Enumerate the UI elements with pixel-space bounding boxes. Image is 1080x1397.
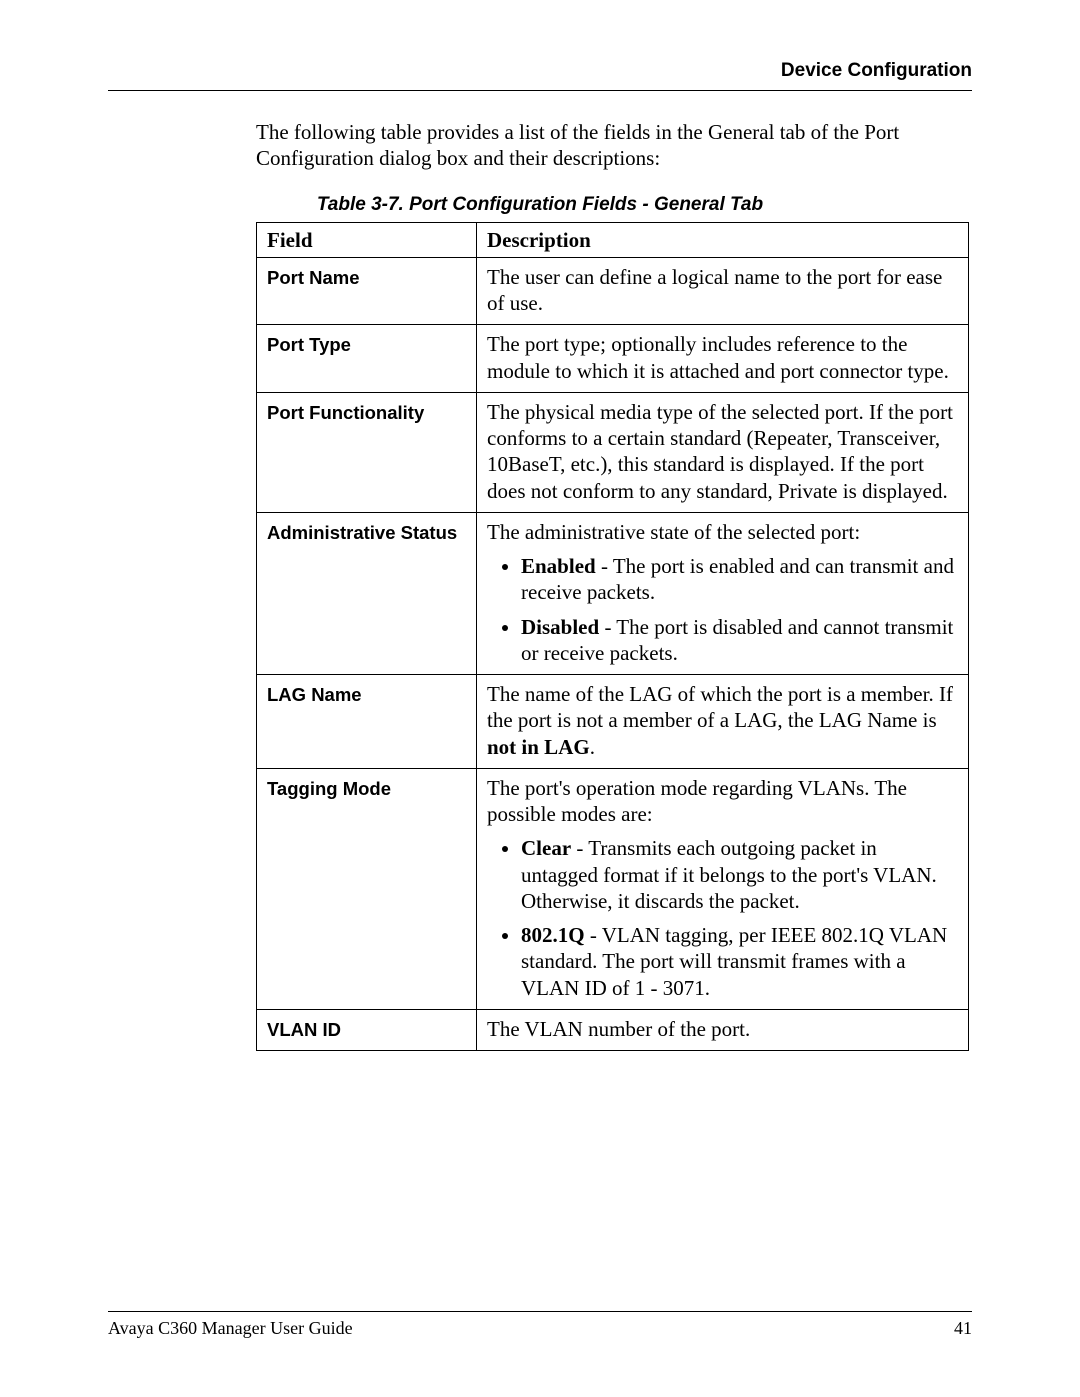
desc-cell: The administrative state of the selected… <box>477 512 969 674</box>
footer: Avaya C360 Manager User Guide 41 <box>108 1311 972 1339</box>
table-row: Port Type The port type; optionally incl… <box>257 325 969 393</box>
list-item: Enabled - The port is enabled and can tr… <box>521 553 958 606</box>
table-row: VLAN ID The VLAN number of the port. <box>257 1009 969 1050</box>
bullet-text: - VLAN tagging, per IEEE 802.1Q VLAN sta… <box>521 923 947 1000</box>
desc-cell: The name of the LAG of which the port is… <box>477 675 969 769</box>
desc-cell: The VLAN number of the port. <box>477 1009 969 1050</box>
field-cell: VLAN ID <box>257 1009 477 1050</box>
desc-pre: The name of the LAG of which the port is… <box>487 682 953 732</box>
list-item: Clear - Transmits each outgoing packet i… <box>521 835 958 914</box>
field-label: Administrative Status <box>267 522 457 543</box>
field-label: VLAN ID <box>267 1019 341 1040</box>
header-section: Device Configuration <box>108 60 972 90</box>
desc-intro: The administrative state of the selected… <box>487 520 860 544</box>
desc-cell: The port's operation mode regarding VLAN… <box>477 768 969 1009</box>
footer-rule <box>108 1311 972 1312</box>
bullet-label: 802.1Q <box>521 923 585 947</box>
field-cell: Port Functionality <box>257 392 477 512</box>
table-caption: Table 3-7. Port Configuration Fields - G… <box>108 194 972 216</box>
field-cell: Administrative Status <box>257 512 477 674</box>
bullet-label: Disabled <box>521 615 599 639</box>
table-row: Port Name The user can define a logical … <box>257 257 969 325</box>
desc-cell: The physical media type of the selected … <box>477 392 969 512</box>
desc-post: . <box>590 735 595 759</box>
desc-bold: not in LAG <box>487 735 590 759</box>
port-config-table: Field Description Port Name The user can… <box>256 222 969 1052</box>
field-label: Port Functionality <box>267 402 424 423</box>
field-label: LAG Name <box>267 684 362 705</box>
bullet-label: Clear <box>521 836 571 860</box>
table-row: LAG Name The name of the LAG of which th… <box>257 675 969 769</box>
col-field-header: Field <box>257 222 477 257</box>
page: Device Configuration The following table… <box>0 0 1080 1397</box>
field-cell: LAG Name <box>257 675 477 769</box>
field-label: Port Type <box>267 334 351 355</box>
col-desc-header: Description <box>477 222 969 257</box>
field-label: Tagging Mode <box>267 778 391 799</box>
footer-left: Avaya C360 Manager User Guide <box>108 1318 353 1339</box>
field-cell: Port Name <box>257 257 477 325</box>
field-cell: Port Type <box>257 325 477 393</box>
bullet-label: Enabled <box>521 554 596 578</box>
desc-cell: The user can define a logical name to th… <box>477 257 969 325</box>
bullet-list: Clear - Transmits each outgoing packet i… <box>487 835 958 1001</box>
table-row: Port Functionality The physical media ty… <box>257 392 969 512</box>
table-header-row: Field Description <box>257 222 969 257</box>
bullet-list: Enabled - The port is enabled and can tr… <box>487 553 958 666</box>
field-label: Port Name <box>267 267 360 288</box>
header-rule <box>108 90 972 91</box>
intro-paragraph: The following table provides a list of t… <box>256 119 970 172</box>
footer-page-number: 41 <box>954 1318 972 1339</box>
table-row: Administrative Status The administrative… <box>257 512 969 674</box>
field-cell: Tagging Mode <box>257 768 477 1009</box>
desc-intro: The port's operation mode regarding VLAN… <box>487 776 907 826</box>
bullet-text: - Transmits each outgoing packet in unta… <box>521 836 937 913</box>
table-row: Tagging Mode The port's operation mode r… <box>257 768 969 1009</box>
list-item: Disabled - The port is disabled and cann… <box>521 614 958 667</box>
list-item: 802.1Q - VLAN tagging, per IEEE 802.1Q V… <box>521 922 958 1001</box>
desc-cell: The port type; optionally includes refer… <box>477 325 969 393</box>
